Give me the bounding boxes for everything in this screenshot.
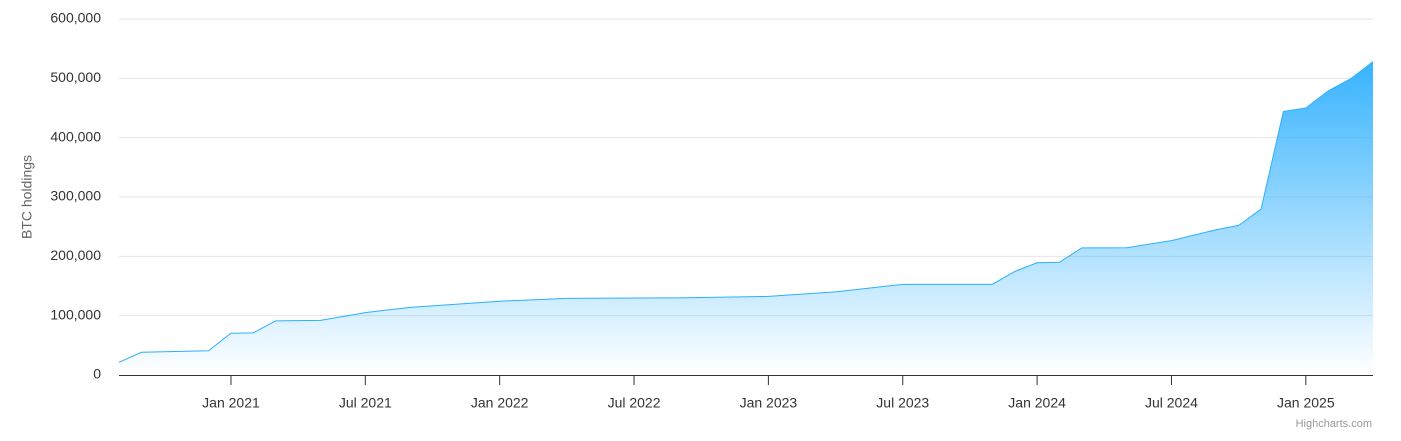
x-tick-label: Jan 2022 [471,395,529,411]
x-tick-label: Jan 2023 [740,395,798,411]
y-tick-label: 200,000 [50,247,101,263]
x-tick-label: Jul 2021 [339,395,392,411]
x-tick-label: Jan 2024 [1008,395,1066,411]
y-tick-label: 400,000 [50,128,101,144]
y-tick-label: 300,000 [50,188,101,204]
y-tick-label: 100,000 [50,306,101,322]
x-tick-label: Jan 2021 [202,395,260,411]
x-tick-label: Jul 2023 [876,395,929,411]
x-tick-label: Jul 2024 [1145,395,1198,411]
line [118,61,1374,363]
y-tick-label: 500,000 [50,69,101,85]
area [119,61,1373,376]
y-tick-label: 0 [93,366,101,382]
x-tick-label: Jan 2025 [1277,395,1335,411]
credits[interactable]: Highcharts.com [1296,418,1372,430]
y-tick-label: 600,000 [50,10,101,26]
x-tick-label: Jul 2022 [608,395,661,411]
y-axis-title: BTC holdings [19,155,35,239]
